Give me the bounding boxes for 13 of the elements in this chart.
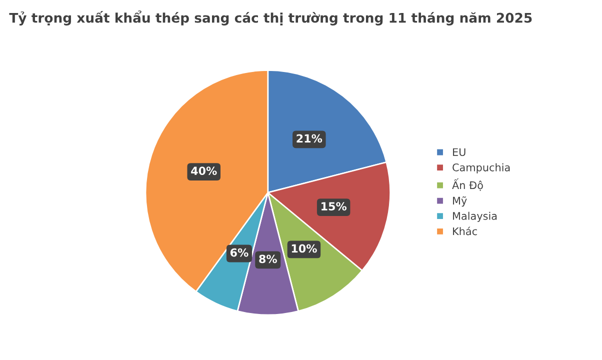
legend-label: Khác <box>453 226 477 236</box>
legend-label: Mỹ <box>453 196 467 207</box>
legend-label: Campuchia <box>452 163 510 174</box>
chart-title: Tỷ trọng xuất khẩu thép sang các thị trường trong 11 tháng năm 2025 <box>9 10 532 26</box>
data-label: 10% <box>292 244 317 253</box>
legend-label: Ấn Độ <box>452 178 483 191</box>
data-label: 6% <box>230 248 248 257</box>
legend-label: EU <box>453 148 466 156</box>
data-label: 8% <box>259 254 277 264</box>
data-label: 15% <box>322 202 347 211</box>
legend-label: Malaysia <box>453 212 497 222</box>
data-label: 40% <box>191 166 217 176</box>
data-label: 21% <box>296 134 322 143</box>
